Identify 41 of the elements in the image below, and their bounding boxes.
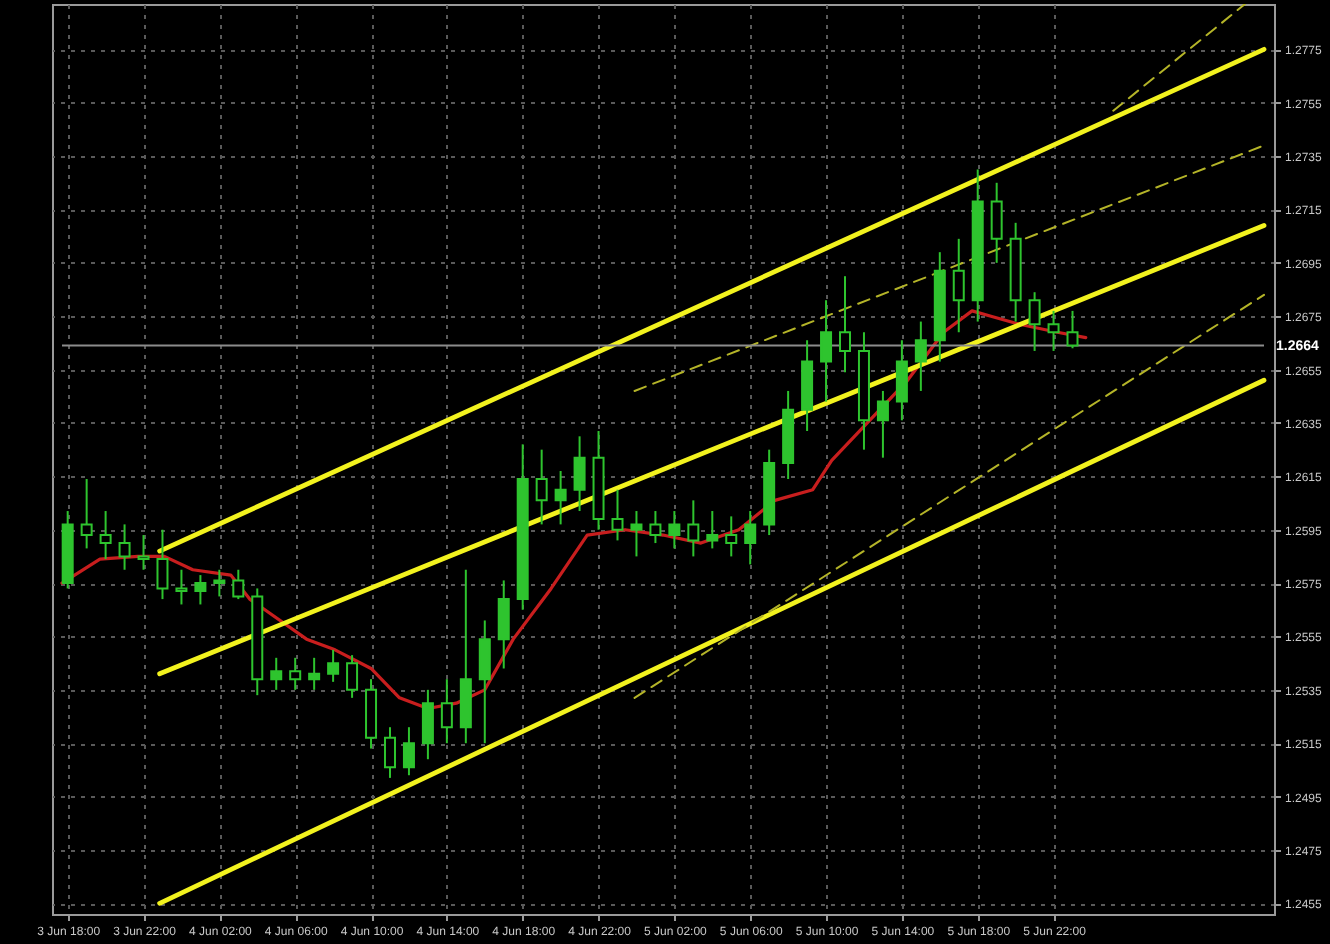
candlestick — [820, 299, 833, 403]
candlestick — [137, 534, 150, 571]
candlestick — [156, 528, 169, 601]
candlestick — [744, 510, 757, 566]
candlestick — [895, 339, 908, 422]
candlestick — [706, 510, 719, 550]
candlestick — [952, 237, 965, 334]
candlestick — [213, 568, 226, 598]
candlestick — [346, 654, 359, 699]
candlestick — [1047, 309, 1060, 352]
candlestick — [649, 510, 662, 545]
candlestick — [421, 688, 434, 761]
candlestick — [497, 579, 510, 670]
candlestick — [327, 648, 340, 683]
candlestick — [668, 510, 681, 550]
candlestick — [687, 499, 700, 558]
candlestick — [80, 478, 93, 550]
candlestick — [99, 510, 112, 561]
candlestick — [118, 523, 131, 571]
candlestick — [554, 470, 567, 526]
candlestick — [175, 568, 188, 606]
candlestick — [478, 619, 491, 745]
candlestick — [839, 275, 852, 374]
candlestick — [914, 320, 927, 392]
candlestick — [289, 656, 302, 691]
candlestick — [573, 435, 586, 513]
candlestick — [270, 656, 283, 691]
candlestick — [1066, 309, 1079, 350]
candlestick — [383, 726, 396, 779]
candlestick — [194, 574, 207, 606]
candlestick — [232, 568, 245, 601]
candlestick — [402, 726, 415, 777]
candlestick — [990, 181, 1003, 264]
candlestick — [308, 656, 321, 691]
candlestick — [535, 448, 548, 526]
candlestick — [725, 515, 738, 558]
candlestick — [1028, 291, 1041, 352]
candlestick — [440, 678, 453, 745]
candlestick — [611, 488, 624, 542]
candlestick — [876, 389, 889, 459]
candlestick — [630, 510, 643, 558]
